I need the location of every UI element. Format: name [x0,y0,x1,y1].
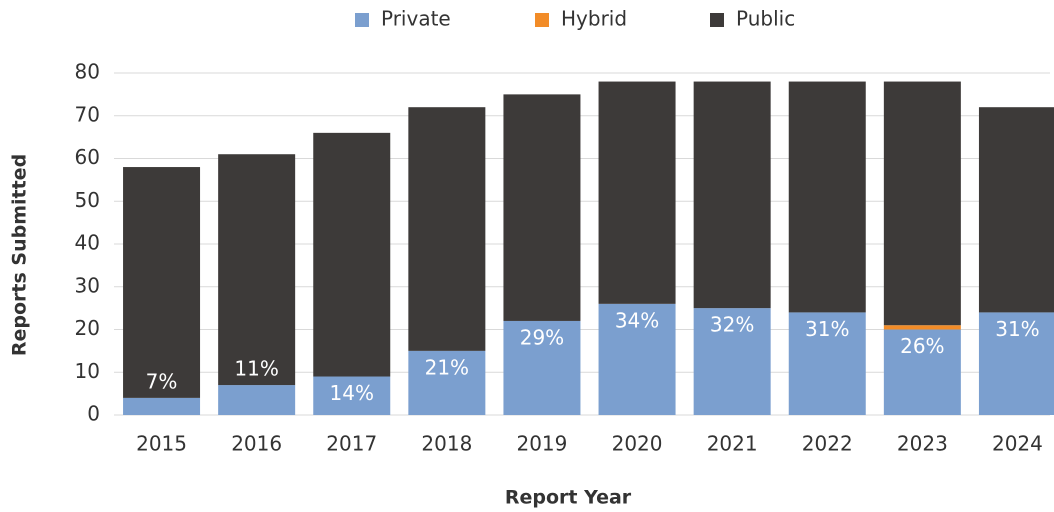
bar-segment [313,132,391,377]
y-tick-label: 40 [75,231,100,255]
share-label: 11% [234,357,278,381]
bar-segment [883,325,961,330]
x-tick-label: 2015 [136,432,187,456]
y-tick-label: 80 [75,60,100,84]
y-tick-label: 50 [75,188,100,212]
x-tick-label: 2018 [421,432,472,456]
bar-segment [408,107,486,351]
share-label: 34% [615,308,659,332]
x-tick-label: 2016 [231,432,282,456]
y-tick-label: 20 [75,316,100,340]
bar-segment [788,312,866,415]
share-label: 31% [805,317,849,341]
y-tick-label: 60 [75,145,100,169]
legend-swatch [535,13,549,27]
x-tick-label: 2021 [707,432,758,456]
y-axis-label: Reports Submitted [9,154,31,356]
bar-segment [503,320,581,415]
bar-segment [503,94,581,321]
x-tick-label: 2023 [897,432,948,456]
bar-segment [218,154,296,386]
y-tick-label: 0 [87,402,100,426]
bar-segment [598,81,676,304]
legend-swatch [710,13,724,27]
share-label: 14% [330,381,374,405]
bar-segment [883,81,961,326]
y-tick-label: 70 [75,102,100,126]
x-tick-label: 2019 [516,432,567,456]
legend-label: Private [381,7,451,31]
bar-segment [883,329,961,415]
legend-label: Public [736,7,795,31]
share-label: 32% [710,313,754,337]
x-tick-label: 2024 [992,432,1043,456]
x-axis-label: Report Year [505,487,632,509]
bar-segment [693,308,771,415]
bar-segment [218,385,296,415]
bar-segment [693,81,771,309]
share-label: 26% [900,334,944,358]
share-label: 21% [425,355,469,379]
bar-segment [408,350,486,415]
x-tick-label: 2022 [802,432,853,456]
bar-segment [313,376,391,415]
x-tick-label: 2017 [326,432,377,456]
share-label: 7% [146,369,178,393]
share-label: 29% [520,325,564,349]
legend-label: Hybrid [561,7,627,31]
x-tick-label: 2020 [612,432,663,456]
share-label: 31% [995,317,1039,341]
y-tick-label: 10 [75,359,100,383]
bar-segment [978,312,1054,415]
bar-segment [788,81,866,313]
bar-segment [123,397,201,415]
bar-segment [123,167,201,398]
legend-swatch [355,13,369,27]
y-tick-label: 30 [75,273,100,297]
bar-segment [598,303,676,415]
bar-segment [978,107,1054,313]
